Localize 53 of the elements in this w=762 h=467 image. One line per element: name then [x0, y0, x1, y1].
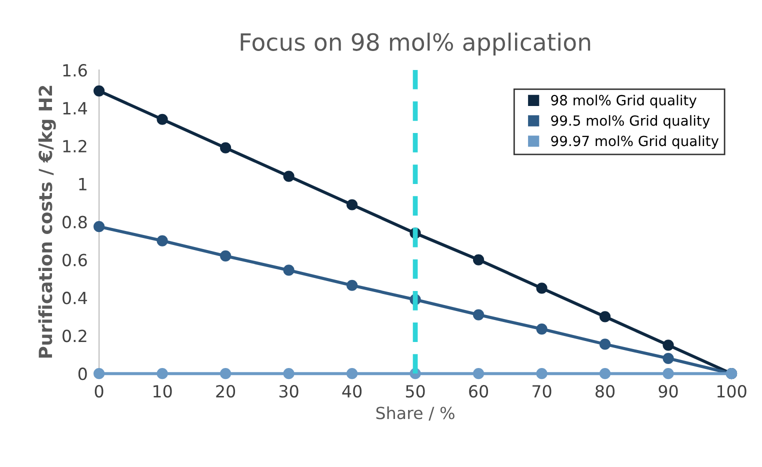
point	[156, 235, 168, 246]
x-tick-label: 20	[216, 385, 236, 398]
point	[346, 280, 358, 291]
point	[662, 340, 674, 351]
point	[283, 264, 294, 276]
x-tick-label: 80	[596, 385, 615, 398]
y-tick-label: 0.8	[62, 216, 87, 228]
point	[536, 368, 548, 380]
x-tick-label: 90	[658, 385, 678, 398]
legend-label: 99.97 mol% Grid quality	[551, 135, 719, 149]
x-tick-label: 0	[94, 385, 104, 398]
point	[472, 368, 484, 380]
y-tick-label: 0.4	[62, 292, 88, 304]
point	[599, 368, 611, 380]
point	[346, 368, 358, 380]
chart-title: Focus on 98 mol% application	[240, 32, 590, 56]
y-axis-title: Purification costs / €/kg H2	[38, 86, 56, 358]
point	[94, 368, 105, 380]
point	[94, 85, 105, 96]
point	[283, 368, 294, 380]
x-tick-label: 30	[279, 385, 298, 398]
point	[220, 142, 232, 154]
y-tick-label: 1.6	[63, 64, 87, 77]
point	[156, 368, 168, 380]
y-tick-label: 1	[79, 178, 86, 190]
legend-label: 98 mol% Grid quality	[551, 94, 697, 108]
x-tick-label: 40	[342, 385, 362, 398]
y-tick-label: 0	[78, 368, 87, 380]
point	[536, 323, 548, 335]
x-tick-label: 10	[154, 385, 172, 398]
point	[662, 352, 674, 364]
x-tick-label: 100	[717, 385, 746, 398]
x-tick-label: 60	[469, 385, 488, 398]
point	[472, 254, 484, 266]
point	[156, 114, 168, 125]
point	[536, 282, 548, 294]
point	[662, 368, 674, 380]
x-axis-title: Share / %	[376, 406, 454, 421]
x-tick-label: 50	[406, 385, 425, 398]
y-tick-label: 0.6	[62, 254, 87, 266]
point	[283, 170, 294, 182]
y-tick-label: 1.2	[63, 140, 86, 152]
x-tick-label: 70	[532, 385, 552, 398]
y-tick-label: 0.2	[62, 330, 86, 342]
y-tick-label: 1.4	[63, 102, 88, 114]
point	[220, 250, 232, 262]
point	[94, 221, 105, 232]
point	[220, 368, 232, 380]
point	[346, 199, 358, 210]
legend-label: 99.5 mol% Grid quality	[551, 115, 710, 129]
point	[472, 309, 484, 320]
point	[599, 338, 611, 350]
point	[599, 311, 611, 322]
